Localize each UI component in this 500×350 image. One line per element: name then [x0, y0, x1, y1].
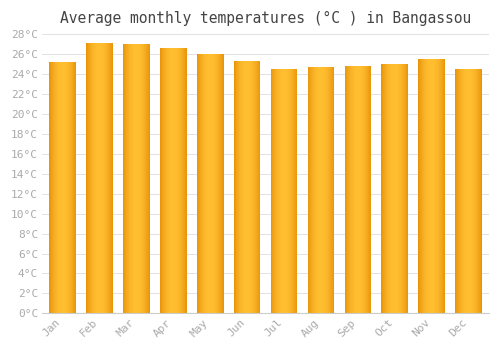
Title: Average monthly temperatures (°C ) in Bangassou: Average monthly temperatures (°C ) in Ba…	[60, 11, 471, 26]
